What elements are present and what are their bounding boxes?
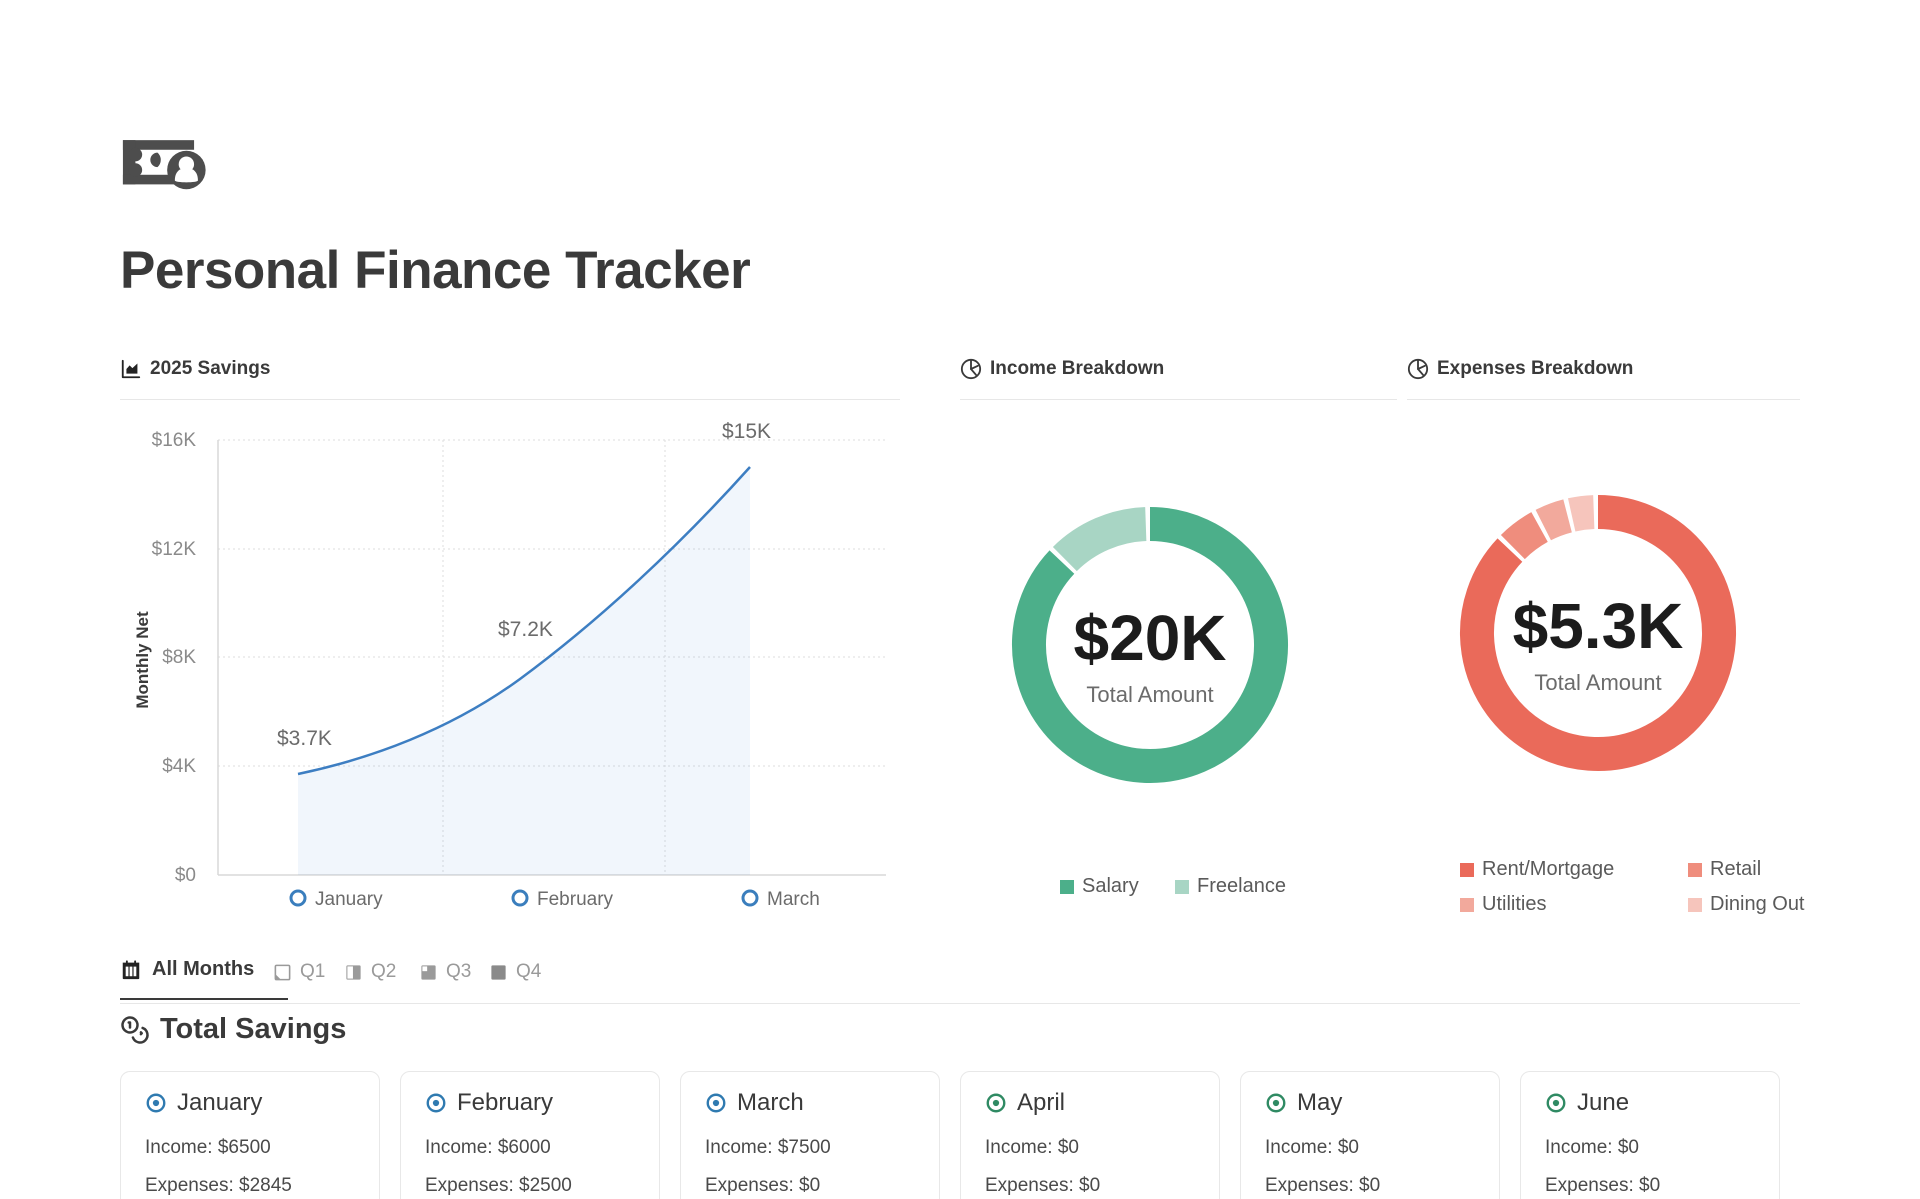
svg-text:$8K: $8K (162, 647, 196, 668)
svg-text:$12K: $12K (152, 539, 197, 560)
svg-text:February: February (537, 889, 614, 910)
svg-text:March: March (767, 889, 820, 910)
svg-text:$15K: $15K (722, 420, 771, 443)
svg-text:January: January (315, 889, 383, 910)
svg-text:$3.7K: $3.7K (277, 727, 332, 750)
svg-text:Freelance: Freelance (1197, 875, 1286, 897)
svg-text:Retail: Retail (1710, 858, 1761, 880)
svg-text:Total Amount: Total Amount (1086, 682, 1213, 707)
svg-text:Utilities: Utilities (1482, 893, 1546, 915)
svg-text:Rent/Mortgage: Rent/Mortgage (1482, 858, 1614, 880)
svg-text:$5.3K: $5.3K (1513, 590, 1684, 662)
svg-text:Total Amount: Total Amount (1534, 670, 1661, 695)
svg-text:Monthly Net: Monthly Net (133, 611, 152, 709)
svg-text:$7.2K: $7.2K (498, 618, 553, 641)
svg-text:$4K: $4K (162, 756, 196, 777)
svg-text:$16K: $16K (152, 430, 197, 451)
svg-text:$0: $0 (175, 865, 196, 886)
svg-text:Salary: Salary (1082, 875, 1139, 897)
svg-text:Dining Out: Dining Out (1710, 893, 1805, 915)
svg-text:$20K: $20K (1074, 602, 1227, 674)
